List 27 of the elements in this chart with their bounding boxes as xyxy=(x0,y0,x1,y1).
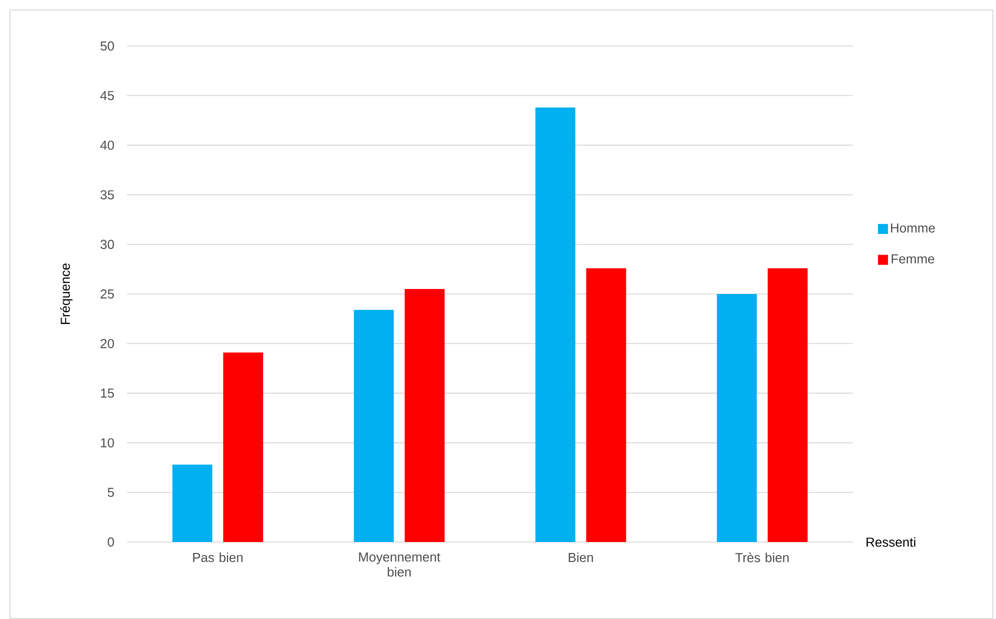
bar xyxy=(586,268,626,542)
legend-label: Femme xyxy=(892,254,934,264)
y-tick-label: 5 xyxy=(108,488,114,497)
bar xyxy=(768,268,808,542)
y-tick-label: 20 xyxy=(100,338,114,348)
bar xyxy=(172,464,212,542)
bar xyxy=(354,310,394,542)
y-tick-label: 50 xyxy=(100,41,114,51)
y-tick-label: 25 xyxy=(100,289,114,299)
y-tick-label: 15 xyxy=(100,388,114,398)
legend-label: Homme xyxy=(891,224,935,233)
y-tick-label: 0 xyxy=(108,537,114,547)
y-tick-label: 40 xyxy=(100,140,114,150)
x-tick-label: Bien xyxy=(568,552,593,562)
y-tick-label: 45 xyxy=(100,91,114,100)
y-tick-label: 35 xyxy=(100,190,114,200)
bar xyxy=(223,352,264,542)
bar xyxy=(716,294,757,542)
x-axis-title: Ressenti xyxy=(866,537,916,547)
y-axis-title: Fréquence xyxy=(60,264,72,324)
x-tick-label: Moyennement bien xyxy=(359,552,440,577)
y-tick-label: 10 xyxy=(100,438,114,448)
y-tick-label: 30 xyxy=(100,240,114,249)
bar xyxy=(535,108,576,542)
x-tick-label: Très bien xyxy=(735,552,789,562)
bar xyxy=(404,289,445,542)
x-tick-label: Pas bien xyxy=(193,552,243,562)
